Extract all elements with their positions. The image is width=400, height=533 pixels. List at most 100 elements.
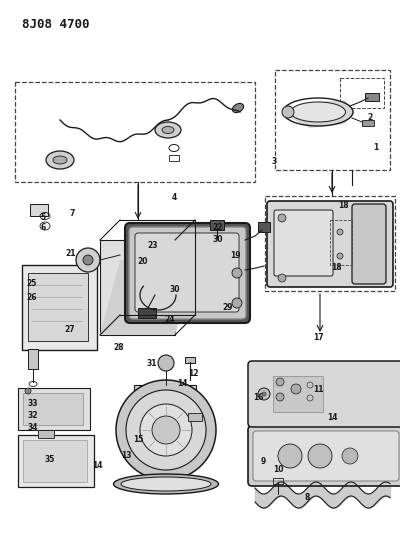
FancyBboxPatch shape <box>274 210 333 276</box>
Circle shape <box>342 448 358 464</box>
Circle shape <box>140 404 192 456</box>
Text: 11: 11 <box>313 384 323 393</box>
FancyBboxPatch shape <box>135 233 239 312</box>
Text: 33: 33 <box>28 399 38 408</box>
Text: 2: 2 <box>367 114 373 123</box>
Bar <box>23 393 83 425</box>
Circle shape <box>278 274 286 282</box>
Bar <box>28 349 38 369</box>
Bar <box>340 78 384 108</box>
Bar <box>28 273 88 341</box>
FancyBboxPatch shape <box>267 201 393 287</box>
Ellipse shape <box>114 474 218 494</box>
Text: 6: 6 <box>40 223 46 232</box>
Circle shape <box>76 248 100 272</box>
Text: 19: 19 <box>230 251 240 260</box>
Text: 5: 5 <box>40 214 46 222</box>
Text: 21: 21 <box>66 248 76 257</box>
Ellipse shape <box>155 122 181 138</box>
Circle shape <box>337 229 343 235</box>
Text: 15: 15 <box>133 435 143 445</box>
Text: 18: 18 <box>338 201 349 210</box>
Bar <box>138 308 156 318</box>
Text: 16: 16 <box>253 393 263 402</box>
Text: 10: 10 <box>273 465 283 474</box>
Bar <box>258 222 270 232</box>
Circle shape <box>337 253 343 259</box>
Circle shape <box>232 298 242 308</box>
FancyBboxPatch shape <box>248 426 400 486</box>
Bar <box>100 240 175 335</box>
Bar <box>330 220 352 265</box>
Bar <box>15 82 255 182</box>
Text: 30: 30 <box>213 236 223 245</box>
Text: 17: 17 <box>313 333 323 342</box>
Text: 34: 34 <box>28 423 38 432</box>
Bar <box>188 413 202 421</box>
Bar <box>273 478 283 484</box>
Text: 18: 18 <box>331 263 341 272</box>
Text: 8: 8 <box>304 494 310 503</box>
Text: 14: 14 <box>92 461 102 470</box>
Circle shape <box>308 444 332 468</box>
Circle shape <box>232 268 242 278</box>
Circle shape <box>282 106 294 118</box>
Bar <box>265 196 395 291</box>
Circle shape <box>276 378 284 386</box>
Bar <box>23 440 87 482</box>
Circle shape <box>25 388 31 394</box>
Text: 25: 25 <box>27 279 37 287</box>
Bar <box>18 388 90 430</box>
Bar <box>38 430 54 438</box>
Ellipse shape <box>290 102 346 122</box>
Text: 26: 26 <box>27 294 37 303</box>
Ellipse shape <box>162 126 174 133</box>
FancyBboxPatch shape <box>125 223 250 323</box>
Text: 13: 13 <box>121 450 131 459</box>
Text: 27: 27 <box>65 326 75 335</box>
Text: 7: 7 <box>69 209 75 219</box>
Bar <box>169 155 179 161</box>
FancyBboxPatch shape <box>129 227 246 319</box>
Ellipse shape <box>53 156 67 164</box>
Polygon shape <box>285 100 355 128</box>
Bar <box>30 204 48 216</box>
Circle shape <box>83 255 93 265</box>
FancyBboxPatch shape <box>248 361 400 427</box>
Bar <box>22 265 97 350</box>
Text: 29: 29 <box>223 303 233 312</box>
Circle shape <box>116 380 216 480</box>
FancyBboxPatch shape <box>352 204 386 284</box>
Text: 12: 12 <box>188 369 198 378</box>
Bar <box>362 120 374 126</box>
Text: 22: 22 <box>213 223 223 232</box>
Bar <box>365 93 379 101</box>
Text: 14: 14 <box>177 378 187 387</box>
Text: 23: 23 <box>148 240 158 249</box>
Bar <box>210 220 224 230</box>
Text: 8J08 4700: 8J08 4700 <box>22 18 90 31</box>
Circle shape <box>258 388 270 400</box>
Ellipse shape <box>46 151 74 169</box>
Text: 14: 14 <box>327 414 337 423</box>
Text: 3: 3 <box>271 157 277 166</box>
FancyBboxPatch shape <box>253 431 399 481</box>
Circle shape <box>291 384 301 394</box>
Text: 1: 1 <box>373 143 379 152</box>
Circle shape <box>278 214 286 222</box>
Circle shape <box>154 389 178 413</box>
Text: 9: 9 <box>260 457 266 466</box>
Bar <box>275 70 390 170</box>
Text: 20: 20 <box>138 257 148 266</box>
Bar <box>185 357 195 363</box>
Bar <box>273 376 323 412</box>
Circle shape <box>158 355 174 371</box>
Text: 4: 4 <box>171 193 177 203</box>
Circle shape <box>276 393 284 401</box>
Bar <box>134 385 196 417</box>
Circle shape <box>262 392 266 396</box>
Circle shape <box>152 416 180 444</box>
Bar <box>18 435 94 487</box>
Text: 28: 28 <box>114 343 124 352</box>
Text: 35: 35 <box>45 456 55 464</box>
